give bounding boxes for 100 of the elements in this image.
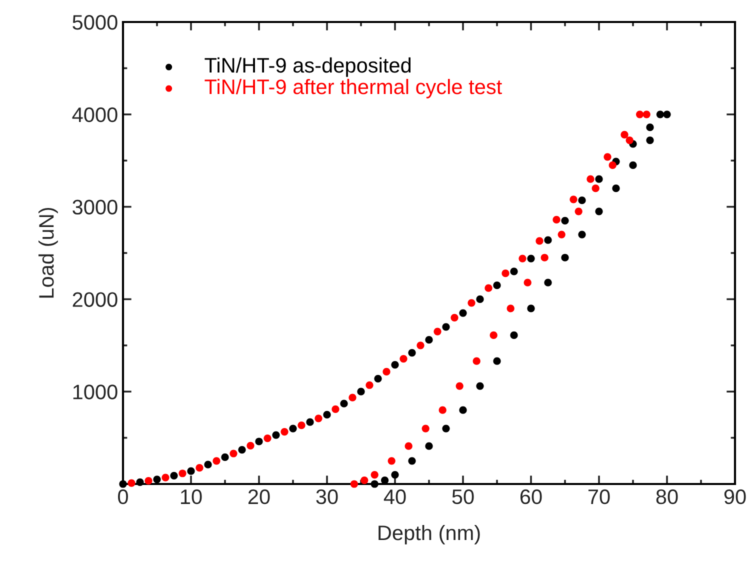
- point: [476, 295, 484, 304]
- x-tick-label: 20: [248, 489, 270, 504]
- point: [646, 124, 654, 132]
- point: [280, 428, 288, 436]
- point: [391, 361, 399, 369]
- point: [527, 304, 535, 312]
- point: [459, 406, 467, 414]
- point: [570, 196, 578, 204]
- x-tick-label: 80: [656, 489, 678, 504]
- point: [323, 410, 331, 419]
- x-tick-label: 60: [520, 489, 542, 504]
- point: [425, 336, 433, 344]
- point: [524, 278, 532, 286]
- point: [366, 381, 374, 389]
- point: [561, 216, 569, 224]
- point: [119, 480, 127, 488]
- point: [604, 153, 612, 161]
- y-tick-label: 3000: [72, 200, 118, 215]
- point: [578, 196, 586, 204]
- point: [238, 446, 246, 454]
- point: [540, 254, 548, 262]
- point: [404, 442, 412, 450]
- point: [536, 237, 544, 245]
- point: [289, 424, 297, 432]
- point: [350, 480, 358, 488]
- point: [178, 470, 186, 478]
- point: [212, 457, 220, 465]
- point: [391, 470, 399, 479]
- point: [646, 136, 654, 144]
- point: [592, 184, 600, 192]
- point: [502, 270, 510, 278]
- x-tick-label: 70: [588, 489, 610, 504]
- point: [510, 268, 518, 276]
- point: [370, 480, 378, 488]
- x-tick-label: 30: [316, 489, 338, 504]
- point: [493, 282, 501, 290]
- point: [425, 442, 433, 450]
- point: [408, 348, 416, 357]
- point: [656, 110, 664, 118]
- y-axis-title: Load (uN): [38, 208, 58, 298]
- point: [456, 382, 464, 390]
- point: [246, 442, 254, 450]
- point: [450, 314, 458, 322]
- legend-label: TiN/HT-9 as-deposited: [204, 57, 411, 77]
- point: [298, 422, 306, 430]
- point: [468, 299, 476, 307]
- point: [620, 130, 628, 139]
- point: [490, 331, 498, 340]
- point: [544, 278, 552, 286]
- point: [629, 161, 637, 170]
- point: [196, 464, 204, 472]
- point: [357, 388, 365, 396]
- point: [574, 208, 582, 216]
- point: [476, 382, 484, 390]
- point: [442, 424, 450, 432]
- point: [204, 460, 212, 468]
- point: [595, 175, 603, 183]
- point: [416, 342, 424, 350]
- point: [442, 323, 450, 331]
- point: [388, 457, 396, 465]
- point: [612, 184, 620, 192]
- point: [382, 368, 390, 376]
- x-axis-title: Depth (nm): [378, 524, 480, 544]
- point: [144, 476, 152, 485]
- point: [332, 405, 340, 413]
- point: [595, 208, 603, 216]
- point: [552, 216, 560, 224]
- x-tick-label: 0: [118, 489, 128, 504]
- y-tick-label: 1000: [73, 384, 118, 400]
- point: [472, 357, 480, 365]
- point: [255, 438, 263, 446]
- point: [527, 254, 535, 262]
- legend-label: TiN/HT-9 after thermal cycle test: [204, 78, 502, 98]
- point: [438, 406, 446, 414]
- point: [170, 472, 178, 480]
- point: [314, 414, 322, 422]
- point: [128, 479, 136, 487]
- point: [561, 254, 569, 262]
- point: [348, 394, 356, 402]
- x-tick-label: 40: [384, 489, 406, 504]
- point: [400, 354, 408, 363]
- point: [459, 309, 467, 317]
- point: [558, 230, 566, 238]
- point: [370, 470, 378, 479]
- point: [230, 450, 238, 458]
- point: [608, 161, 616, 170]
- point: [626, 136, 634, 144]
- point: [360, 476, 368, 484]
- point: [187, 467, 195, 475]
- point: [264, 434, 272, 442]
- point: [484, 284, 492, 292]
- point: [422, 424, 430, 432]
- y-tick-label: 4000: [72, 107, 118, 122]
- point: [136, 478, 144, 486]
- y-tick-label: 2000: [72, 292, 118, 307]
- point: [272, 431, 280, 439]
- point: [518, 254, 526, 262]
- x-tick-label: 50: [452, 489, 474, 504]
- point: [578, 230, 586, 238]
- point: [506, 304, 514, 312]
